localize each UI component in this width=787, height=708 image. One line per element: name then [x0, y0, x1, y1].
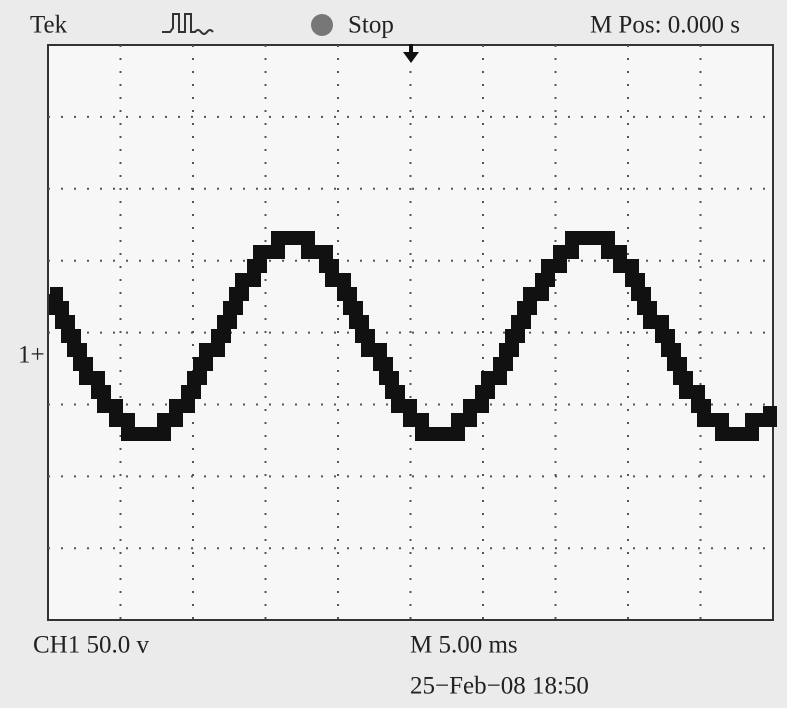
acquisition-state: Stop [348, 12, 394, 39]
trigger-position: M Pos: 0.000 s [590, 12, 740, 39]
timebase: M 5.00 ms [410, 632, 518, 659]
stop-indicator [311, 14, 333, 36]
oscilloscope-screen: Tek Stop M Pos: 0.000 s 1+ CH1 50.0 v M … [0, 0, 787, 708]
channel-scale: CH1 50.0 v [33, 632, 149, 659]
channel-marker: 1+ [18, 342, 45, 369]
timestamp: 25−Feb−08 18:50 [410, 673, 589, 700]
brand: Tek [30, 12, 68, 39]
